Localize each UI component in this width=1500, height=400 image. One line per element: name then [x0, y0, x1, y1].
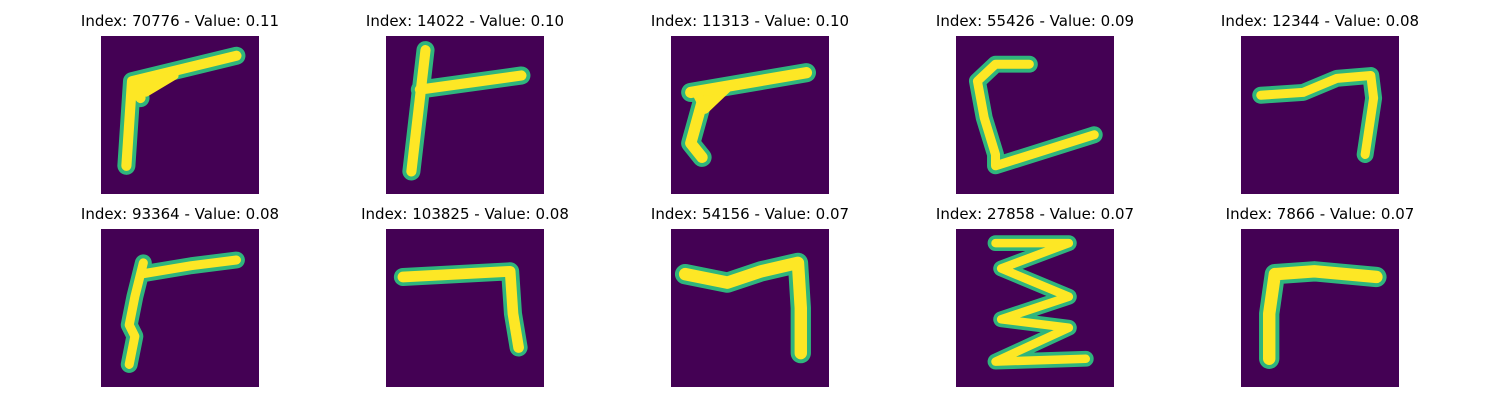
panel-title: Index: 27858 - Value: 0.07	[935, 205, 1135, 223]
glyph-image	[386, 229, 544, 387]
glyph-image	[956, 36, 1114, 194]
glyph-image	[1241, 36, 1399, 194]
glyph-image	[101, 36, 259, 194]
panel-title: Index: 70776 - Value: 0.11	[80, 12, 280, 30]
glyph-image	[101, 229, 259, 387]
glyph-image	[671, 36, 829, 194]
panel-title: Index: 103825 - Value: 0.08	[361, 205, 569, 223]
panel-title: Index: 54156 - Value: 0.07	[650, 205, 850, 223]
glyph-image	[386, 36, 544, 194]
panel-title: Index: 11313 - Value: 0.10	[650, 12, 850, 30]
panel-title: Index: 14022 - Value: 0.10	[365, 12, 565, 30]
glyph-image	[956, 229, 1114, 387]
panel-title: Index: 93364 - Value: 0.08	[80, 205, 280, 223]
panel-title: Index: 7866 - Value: 0.07	[1225, 205, 1415, 223]
panel-title: Index: 12344 - Value: 0.08	[1220, 12, 1420, 30]
glyph-image	[1241, 229, 1399, 387]
glyph-image	[671, 229, 829, 387]
panel-title: Index: 55426 - Value: 0.09	[935, 12, 1135, 30]
